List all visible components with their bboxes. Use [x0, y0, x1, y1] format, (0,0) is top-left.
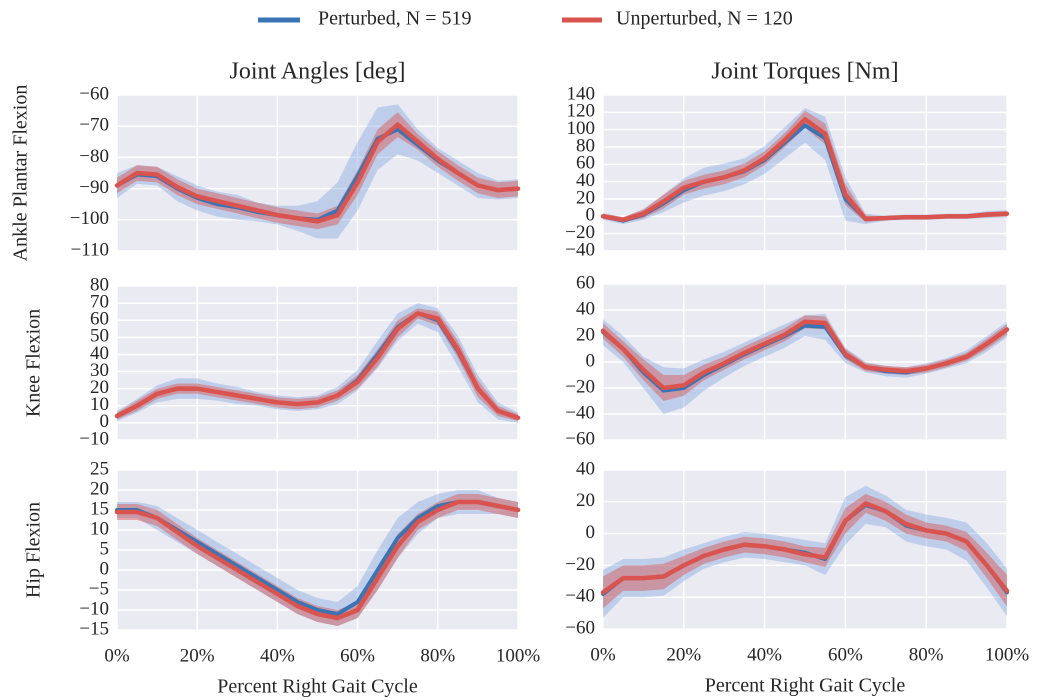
line: [600, 501, 1010, 595]
plot-background: [117, 95, 518, 251]
y-tick-label: 80: [90, 274, 109, 295]
x-tick-label: 60%: [340, 645, 375, 666]
x-tick-label: 40%: [747, 644, 782, 665]
y-tick-label: 20: [90, 478, 109, 499]
y-tick-label: −60: [79, 83, 109, 104]
band: [603, 313, 1007, 414]
x-tick-label: 100%: [985, 644, 1030, 665]
y-tick-label: −80: [79, 146, 109, 167]
y-tick-label: 15: [90, 498, 109, 519]
y-tick-label: −60: [565, 617, 595, 638]
legend-label: Unperturbed, N = 120: [616, 8, 793, 30]
line: [600, 117, 1010, 223]
y-tick-label: −20: [565, 222, 595, 243]
plot-background: [117, 286, 518, 440]
y-tick-label: 100: [567, 118, 596, 139]
y-tick-label: 140: [567, 83, 596, 104]
y-tick-label: 60: [90, 309, 109, 330]
y-tick-label: 20: [576, 490, 595, 511]
line: [600, 319, 1010, 391]
y-tick-label: 0: [586, 522, 596, 543]
line: [114, 122, 521, 224]
y-tick-label: 40: [576, 458, 595, 479]
y-tick-label: −40: [565, 586, 595, 607]
y-tick-label: −15: [79, 618, 109, 639]
y-tick-label: 10: [90, 394, 109, 415]
x-axis-label: Percent Right Gait Cycle: [217, 676, 418, 698]
x-tick-label: 0%: [104, 645, 130, 666]
panel-title: Joint Torques [Nm]: [711, 59, 898, 85]
y-tick-label: −110: [70, 239, 109, 260]
y-tick-label: −5: [89, 578, 109, 599]
x-tick-label: 80%: [909, 644, 944, 665]
y-tick-label: 30: [90, 360, 109, 381]
x-tick-label: 80%: [420, 645, 455, 666]
y-tick-label: 60: [576, 272, 595, 293]
y-tick-label: 10: [90, 518, 109, 539]
y-tick-label: −10: [79, 598, 109, 619]
y-tick-label: 0: [100, 558, 110, 579]
band: [603, 108, 1007, 225]
y-tick-label: 120: [567, 101, 596, 122]
y-tick-label: 20: [576, 324, 595, 345]
y-tick-label: 60: [576, 153, 595, 174]
y-tick-label: 20: [90, 377, 109, 398]
y-tick-label: 0: [100, 411, 110, 432]
line: [114, 311, 521, 421]
y-axis-label: Hip Flexion: [23, 502, 45, 598]
plot-background: [603, 470, 1007, 629]
y-tick-label: −90: [79, 177, 109, 198]
y-tick-label: 25: [90, 458, 109, 479]
y-axis-label: Ankle Plantar Flexion: [10, 85, 32, 262]
y-tick-label: −100: [70, 208, 109, 229]
y-axis-label: Knee Flexion: [23, 309, 45, 417]
y-tick-label: 40: [90, 343, 109, 364]
x-tick-label: 20%: [666, 644, 701, 665]
band: [117, 494, 518, 626]
y-tick-label: −70: [79, 115, 109, 136]
y-tick-label: −40: [565, 402, 595, 423]
y-tick-label: 20: [576, 187, 595, 208]
y-tick-label: 0: [586, 350, 596, 371]
x-axis-label: Percent Right Gait Cycle: [705, 675, 906, 697]
band: [603, 315, 1007, 401]
panel-title: Joint Angles [deg]: [230, 59, 406, 85]
y-tick-label: −10: [79, 428, 109, 449]
y-tick-label: 40: [576, 170, 595, 191]
x-tick-label: 100%: [496, 645, 541, 666]
y-tick-label: 50: [90, 326, 109, 347]
x-tick-label: 20%: [180, 645, 215, 666]
legend-label: Perturbed, N = 519: [318, 8, 471, 30]
y-tick-label: −20: [565, 554, 595, 575]
y-tick-label: 70: [90, 291, 109, 312]
y-tick-label: −40: [565, 239, 595, 260]
y-tick-label: −20: [565, 376, 595, 397]
x-tick-label: 40%: [260, 645, 295, 666]
y-tick-label: 5: [100, 538, 110, 559]
y-tick-label: 0: [586, 205, 596, 226]
x-tick-label: 60%: [828, 644, 863, 665]
line: [114, 499, 521, 621]
y-tick-label: 80: [576, 135, 595, 156]
y-tick-label: −60: [565, 428, 595, 449]
x-tick-label: 0%: [590, 644, 616, 665]
y-tick-label: 40: [576, 298, 595, 319]
